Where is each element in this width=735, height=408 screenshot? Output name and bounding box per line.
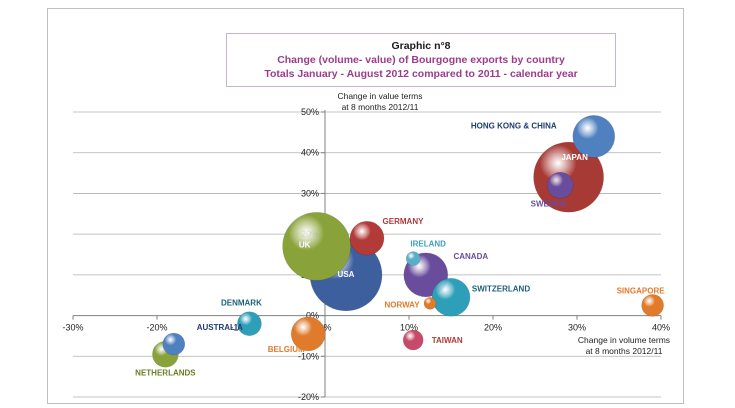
y-tick-label: 30% — [301, 188, 319, 198]
bubble-label-australia: AUSTRALIA — [197, 323, 243, 332]
bubble-label-sweden: SWEDEN — [531, 199, 566, 208]
x-tick-label: 20% — [484, 323, 502, 333]
bubble-ireland — [405, 251, 421, 266]
x-tick-label: 30% — [568, 323, 586, 333]
bubble-label-ireland: IRELAND — [410, 240, 446, 249]
bubble-label-switzerland: SWITZERLAND — [472, 284, 530, 293]
bubble-label-hong-kong-china: HONG KONG & CHINA — [471, 121, 557, 130]
bubble-uk — [282, 212, 351, 281]
bubble-label-canada: CANADA — [453, 252, 488, 261]
bubble-chart: -30%-20%-10%0%10%20%30%40%-20%-10%0%10%2… — [62, 107, 670, 402]
y-axis-label-line-1: Change in value terms — [337, 91, 423, 101]
bubble-label-uk: UK — [299, 240, 311, 249]
y-tick-label: -20% — [298, 392, 319, 402]
x-axis-label-line-1: Change in volume terms — [577, 335, 671, 345]
chart-frame: -30%-20%-10%0%10%20%30%40%-20%-10%0%10%2… — [47, 8, 684, 404]
y-axis-label-line-2: at 8 months 2012/11 — [341, 102, 419, 112]
y-tick-label: -10% — [298, 351, 319, 361]
bubble-label-taiwan: TAIWAN — [432, 336, 463, 345]
chart-subtitle-line-1: Change (volume- value) of Bourgogne expo… — [277, 54, 565, 66]
bubble-denmark — [237, 311, 262, 337]
bubble-label-singapore: SINGAPORE — [617, 286, 666, 295]
bubble-label-netherlands: NETHERLANDS — [135, 368, 196, 377]
bubble-hong-kong-china — [572, 115, 616, 158]
bubble-label-japan: JAPAN — [561, 153, 588, 162]
bubble-germany — [349, 220, 385, 256]
bubble-belgium — [290, 316, 326, 352]
x-tick-label: 0% — [318, 323, 331, 333]
x-tick-label: 10% — [400, 323, 418, 333]
y-tick-label: 40% — [301, 148, 319, 158]
bubble-label-usa: USA — [338, 270, 355, 279]
x-axis-label-line-2: at 8 months 2012/11 — [585, 346, 663, 356]
bubble-taiwan — [402, 329, 424, 351]
x-tick-label: -30% — [62, 323, 83, 333]
bubble-norway — [423, 297, 437, 310]
y-tick-label: 0% — [306, 311, 319, 321]
bubble-label-denmark: DENMARK — [221, 299, 262, 308]
chart-subtitle-line-2: Totals January - August 2012 compared to… — [264, 68, 578, 80]
x-tick-label: -20% — [146, 323, 167, 333]
bubble-australia — [162, 332, 186, 356]
x-axis-label: Change in volume terms at 8 months 2012/… — [568, 335, 680, 357]
y-tick-label: 50% — [301, 107, 319, 117]
bubble-label-belgium: BELGIUM — [268, 345, 305, 354]
chart-title: Graphic n°8 — [391, 40, 451, 52]
bubble-label-germany: GERMANY — [383, 217, 425, 226]
chart-title-box: Graphic n°8 Change (volume- value) of Bo… — [226, 33, 616, 87]
y-axis-label: Change in value terms at 8 months 2012/1… — [320, 91, 440, 113]
bubble-singapore — [641, 294, 664, 317]
bubble-label-norway: NORWAY — [384, 300, 420, 309]
bubble-sweden — [546, 171, 574, 199]
bubble-switzerland — [431, 277, 471, 317]
x-tick-label: 40% — [652, 323, 670, 333]
